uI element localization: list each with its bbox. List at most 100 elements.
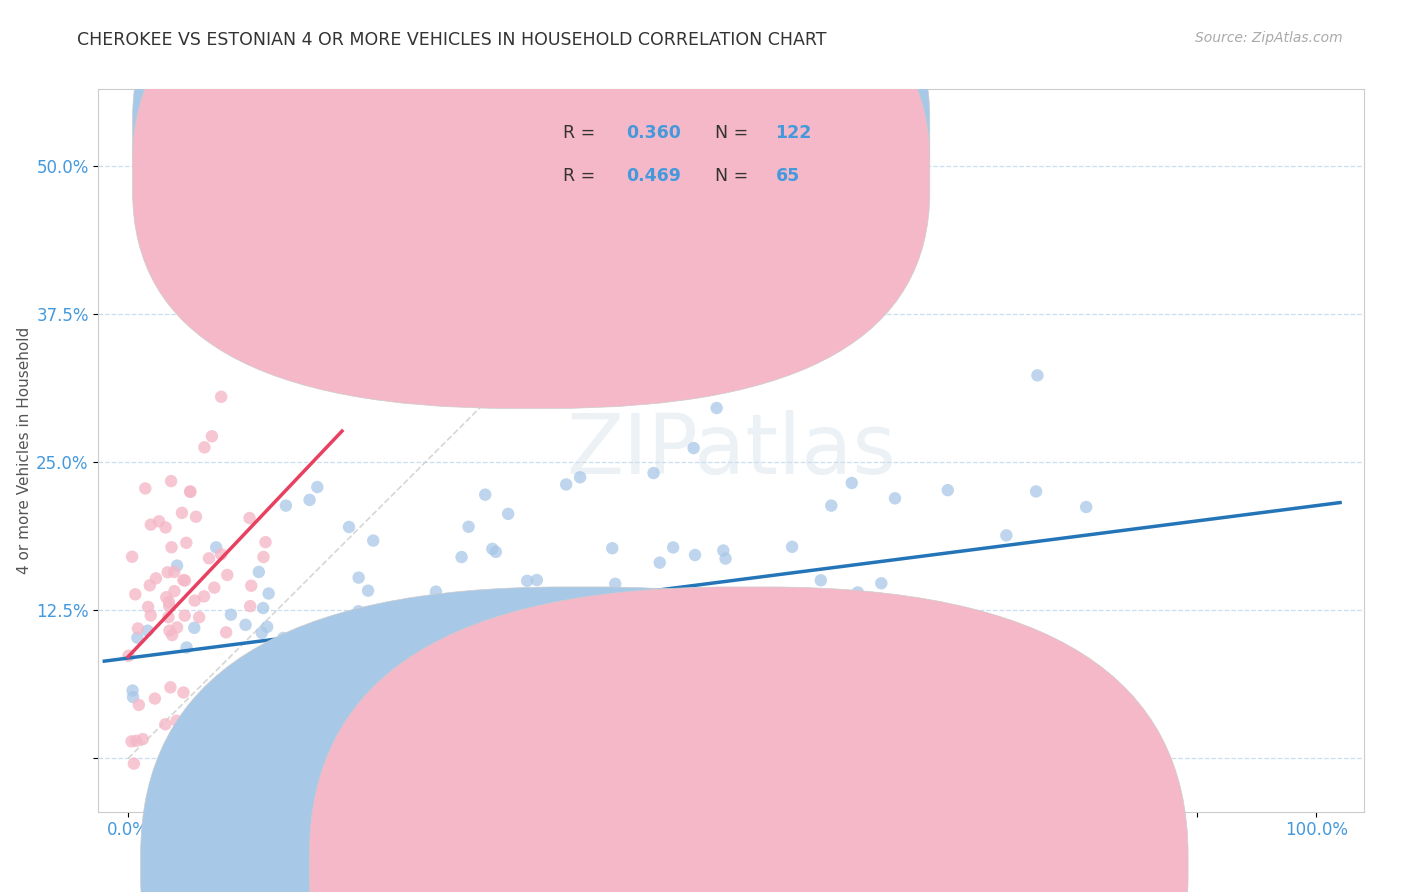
Point xyxy=(240,579,263,593)
Point xyxy=(172,573,194,587)
Point xyxy=(496,742,519,756)
Point xyxy=(714,551,737,566)
Point xyxy=(456,617,478,632)
Point xyxy=(209,547,232,561)
Point xyxy=(357,583,380,598)
Point xyxy=(720,588,742,602)
Point xyxy=(259,719,281,733)
Point xyxy=(160,628,183,642)
Point xyxy=(163,565,186,579)
Point xyxy=(780,632,803,647)
Point xyxy=(239,599,262,613)
Point xyxy=(166,741,188,756)
Point xyxy=(157,624,180,638)
Text: Cherokee: Cherokee xyxy=(605,859,678,873)
Point xyxy=(337,520,360,534)
Text: Estonians: Estonians xyxy=(773,859,848,873)
Point xyxy=(377,654,399,668)
Point xyxy=(202,738,225,752)
Point xyxy=(692,589,714,603)
Point xyxy=(136,599,159,614)
Point xyxy=(157,610,180,624)
Point xyxy=(139,517,162,532)
Point xyxy=(574,632,596,647)
Point xyxy=(172,685,194,699)
Point xyxy=(810,574,832,588)
Point xyxy=(271,755,294,769)
Point xyxy=(236,681,259,696)
Point xyxy=(235,618,257,632)
Point xyxy=(128,698,150,712)
Point xyxy=(166,558,188,573)
Point xyxy=(595,603,617,617)
Point xyxy=(624,653,647,667)
Point xyxy=(936,483,959,498)
Point xyxy=(385,639,408,653)
Point xyxy=(1025,484,1047,499)
Point xyxy=(686,687,709,701)
Point xyxy=(561,714,583,729)
Point xyxy=(526,573,548,587)
Point xyxy=(209,390,232,404)
Point xyxy=(307,480,329,494)
Point xyxy=(173,608,195,623)
Point xyxy=(457,374,479,388)
Point xyxy=(995,528,1018,542)
Point xyxy=(648,556,671,570)
Point xyxy=(215,625,238,640)
Point xyxy=(548,621,571,635)
Text: ZIPatlas: ZIPatlas xyxy=(567,410,896,491)
Point xyxy=(176,640,198,655)
Point xyxy=(139,578,162,592)
Point xyxy=(155,591,177,605)
Point xyxy=(250,625,273,640)
Point xyxy=(457,520,479,534)
Point xyxy=(449,615,471,630)
Point xyxy=(193,590,215,604)
Point xyxy=(531,697,554,711)
FancyBboxPatch shape xyxy=(491,100,908,198)
Point xyxy=(1026,368,1049,383)
Point xyxy=(231,753,253,767)
Point xyxy=(711,543,734,558)
Point xyxy=(538,594,561,608)
Point xyxy=(644,587,666,601)
Point xyxy=(884,491,907,506)
Text: Source: ZipAtlas.com: Source: ZipAtlas.com xyxy=(1195,31,1343,45)
Point xyxy=(121,683,143,698)
Point xyxy=(820,499,842,513)
Text: N =: N = xyxy=(714,125,754,143)
Point xyxy=(184,509,207,524)
Point xyxy=(413,674,436,689)
Point xyxy=(515,671,537,685)
Point xyxy=(302,307,325,321)
Point xyxy=(870,576,893,591)
Point xyxy=(117,648,139,663)
FancyBboxPatch shape xyxy=(132,0,929,366)
Point xyxy=(474,488,496,502)
Point xyxy=(347,604,370,618)
Point xyxy=(450,549,472,564)
Point xyxy=(962,701,984,715)
Point xyxy=(555,477,578,491)
Point xyxy=(361,533,384,548)
Point xyxy=(846,585,869,599)
Point xyxy=(848,642,870,657)
Point xyxy=(252,549,274,564)
Point xyxy=(778,619,800,633)
Point xyxy=(496,600,519,615)
Point xyxy=(481,541,503,556)
Point xyxy=(219,607,242,622)
Point xyxy=(683,548,706,562)
Point xyxy=(367,697,389,711)
Text: R =: R = xyxy=(562,167,600,185)
Point xyxy=(534,627,557,641)
Point xyxy=(634,629,657,643)
Point xyxy=(127,622,149,636)
Point xyxy=(136,624,159,638)
Point xyxy=(159,681,181,695)
Point xyxy=(201,429,224,443)
Point xyxy=(166,620,188,634)
Point xyxy=(188,718,211,732)
Point xyxy=(198,767,221,781)
